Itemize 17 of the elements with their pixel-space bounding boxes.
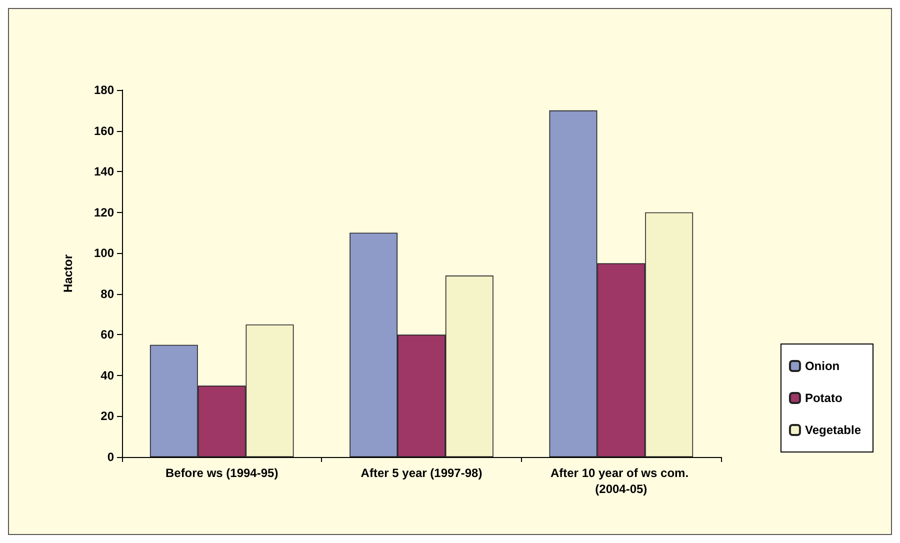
- y-tick-label: 60: [100, 328, 114, 342]
- y-tick-label: 40: [100, 368, 114, 382]
- legend-label: Vegetable: [804, 423, 862, 437]
- legend-label: Onion: [804, 359, 840, 373]
- y-tick-label: 80: [100, 286, 114, 301]
- y-tick-label: 20: [100, 409, 114, 424]
- x-tick-label: After 5 year (1997-98): [360, 466, 482, 480]
- y-tick-label: 100: [94, 246, 114, 260]
- y-tick-label: 160: [94, 124, 114, 138]
- x-tick-label: After 10 year of ws com. (2004-05): [550, 466, 692, 496]
- y-tick-label: 120: [94, 205, 114, 220]
- x-tick-label: Before ws (1994-95): [165, 466, 278, 480]
- legend-label: Potato: [804, 391, 842, 405]
- y-tick-label: 0: [107, 450, 114, 464]
- y-axis-title: Hactor: [61, 254, 75, 293]
- y-tick-label: 180: [94, 83, 114, 97]
- y-tick-label: 140: [94, 164, 114, 179]
